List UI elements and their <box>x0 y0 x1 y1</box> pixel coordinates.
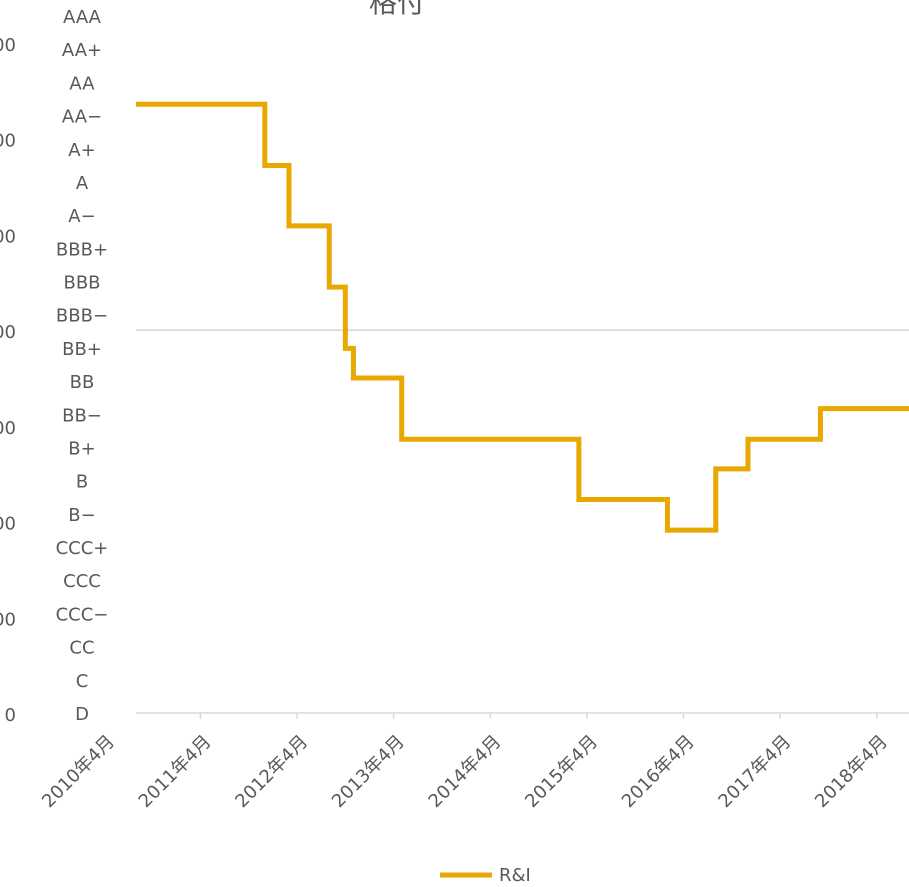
y-tick-label: 700 <box>0 35 16 56</box>
rating-label: A <box>76 173 89 194</box>
rating-label: BBB+ <box>56 239 108 260</box>
x-tick-label: 2010年4月 <box>38 731 119 812</box>
legend-label: R&I <box>499 865 531 886</box>
y-tick-label: 100 <box>0 609 16 630</box>
x-tick-label: 2016年4月 <box>618 731 699 812</box>
y-tick-label: 300 <box>0 418 16 439</box>
rating-label: A− <box>68 206 95 227</box>
rating-label: A+ <box>68 140 95 161</box>
x-tick-label: 2013年4月 <box>328 731 409 812</box>
rating-label: AA <box>69 73 95 94</box>
rating-label: BBB− <box>56 306 108 327</box>
rating-label: BB <box>70 372 95 393</box>
rating-label: CCC− <box>56 604 109 625</box>
rating-label: D <box>75 704 89 725</box>
x-tick-label: 2014年4月 <box>425 731 506 812</box>
rating-label: AA+ <box>62 40 102 61</box>
rating-label: C <box>76 671 89 692</box>
y-tick-label: 200 <box>0 514 16 535</box>
y-tick-label: 500 <box>0 226 16 247</box>
x-tick-label: 2018年4月 <box>811 731 892 812</box>
rating-label: BB+ <box>62 339 102 360</box>
x-tick-label: 2012年4月 <box>231 731 312 812</box>
rating-label: B <box>76 472 88 493</box>
rating-label: AA− <box>62 107 102 128</box>
rating-label: B+ <box>68 438 95 459</box>
rating-label: AAA <box>63 7 102 28</box>
y-tick-label: 400 <box>0 322 16 343</box>
y-tick-label: 600 <box>0 131 16 152</box>
rating-label: BBB <box>63 273 100 294</box>
x-tick-label: 2011年4月 <box>135 731 216 812</box>
rating-label: CCC <box>63 571 101 592</box>
x-tick-label: 2015年4月 <box>521 731 602 812</box>
rating-label: BB− <box>62 405 102 426</box>
series-line <box>136 101 909 533</box>
rating-label: CC <box>69 638 94 659</box>
chart-title: 格付 <box>369 0 425 19</box>
rating-label: B− <box>68 505 95 526</box>
x-tick-label: 2017年4月 <box>714 731 795 812</box>
rating-label: CCC+ <box>56 538 109 559</box>
y-tick-label: 0 <box>5 705 16 726</box>
